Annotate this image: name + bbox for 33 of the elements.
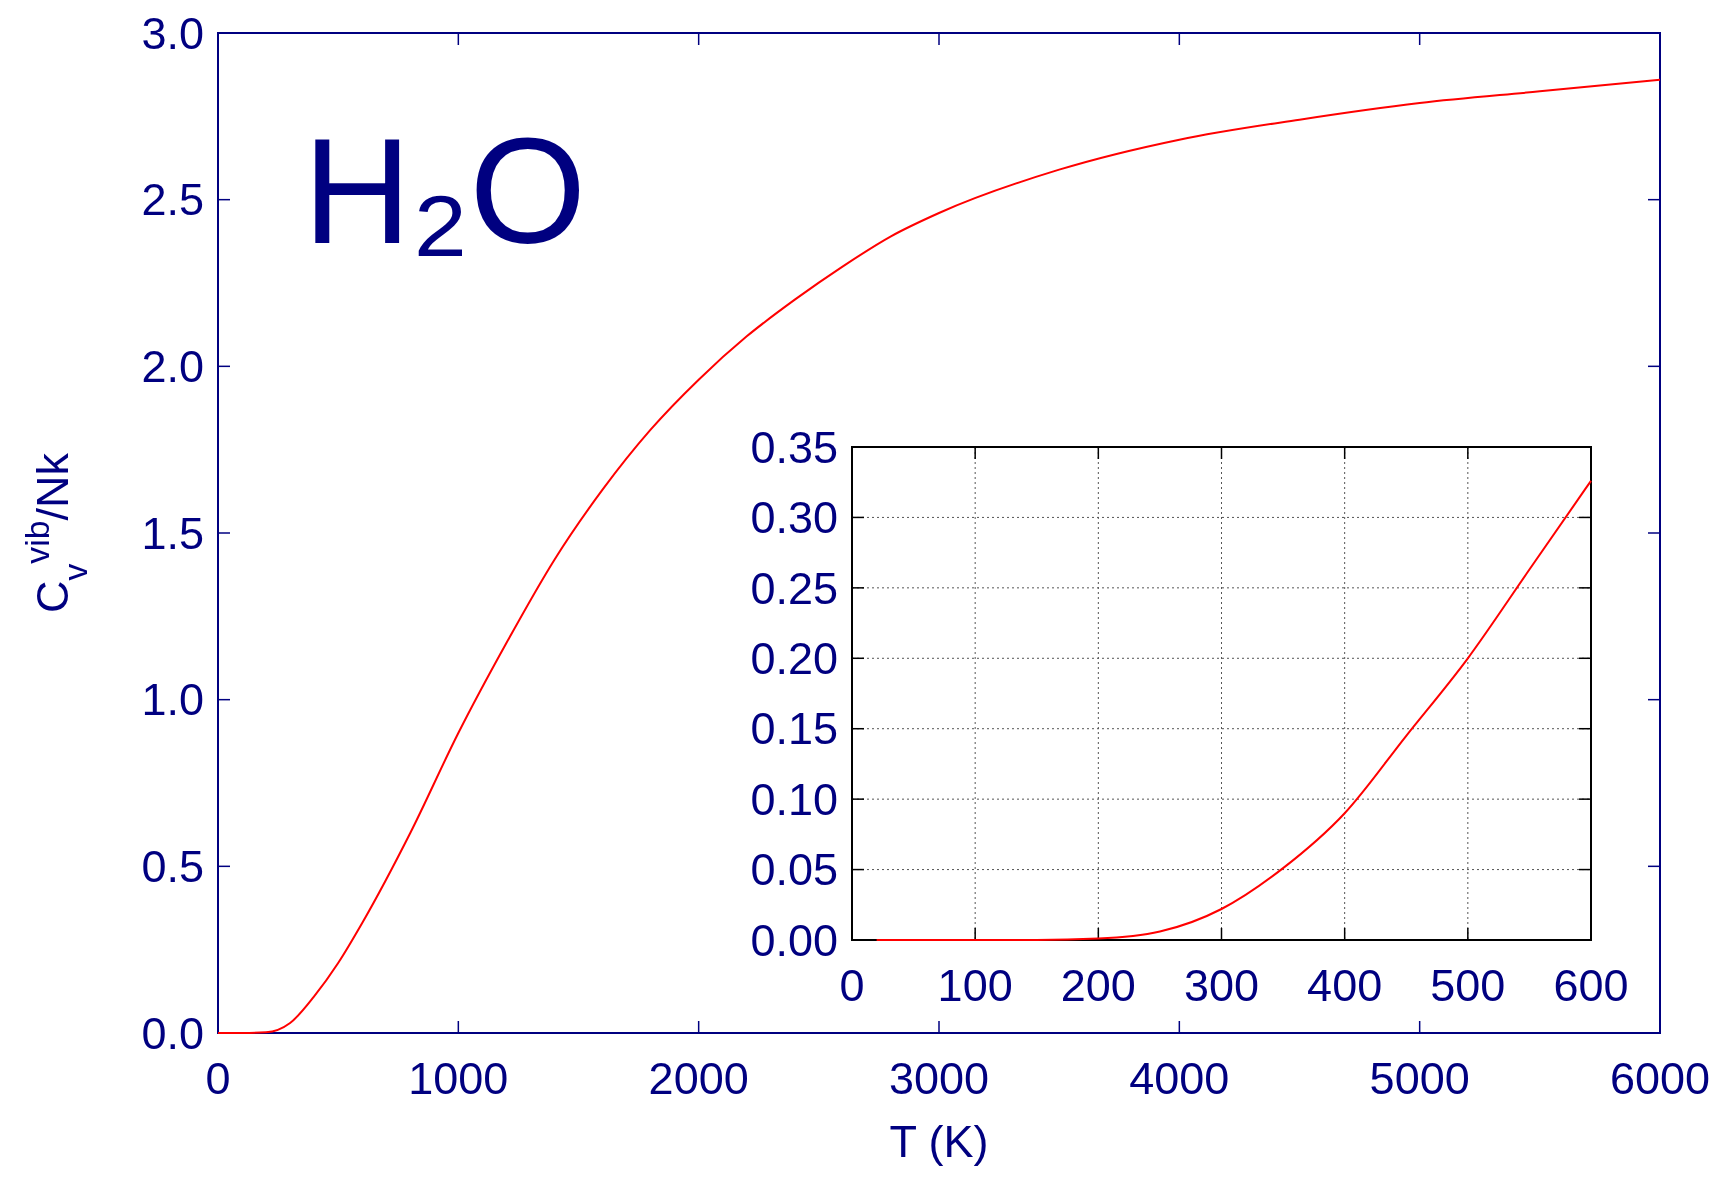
x-tick-label: 3000 xyxy=(888,1052,990,1104)
y-tick-label: 0.05 xyxy=(750,844,838,896)
y-tick-label: 2.5 xyxy=(141,174,204,226)
y-tick-label: 1.5 xyxy=(141,507,204,559)
y-tick-label: 0.10 xyxy=(750,773,838,825)
x-tick-label: 0 xyxy=(839,959,865,1011)
y-tick-label: 0.20 xyxy=(750,633,838,685)
x-tick-label: 500 xyxy=(1430,959,1506,1011)
y-tick-label: 0.35 xyxy=(750,421,838,473)
x-tick-label: 5000 xyxy=(1369,1052,1470,1104)
y-tick-label: 0.00 xyxy=(750,914,838,966)
x-tick-label: 2000 xyxy=(648,1052,749,1104)
y-tick-label: 0.0 xyxy=(141,1007,204,1059)
x-tick-label: 4000 xyxy=(1129,1052,1230,1104)
line-series xyxy=(875,479,1592,941)
x-tick-label: 6000 xyxy=(1609,1052,1711,1104)
x-axis-title: T (K) xyxy=(889,1115,989,1167)
y-tick-label: 0.30 xyxy=(750,492,838,544)
y-tick-label: 3.0 xyxy=(141,7,204,59)
y-tick-label: 0.15 xyxy=(750,703,838,755)
x-tick-label: 0 xyxy=(205,1052,231,1104)
y-tick-label: 2.0 xyxy=(141,341,204,393)
annotation: H₂O xyxy=(303,107,587,275)
y-tick-label: 1.0 xyxy=(141,674,204,726)
x-tick-label: 200 xyxy=(1060,959,1136,1011)
x-tick-label: 600 xyxy=(1553,959,1629,1011)
x-tick-label: 1000 xyxy=(408,1052,509,1104)
x-tick-label: 300 xyxy=(1183,959,1260,1011)
x-tick-label: 100 xyxy=(937,959,1013,1011)
y-tick-label: 0.25 xyxy=(750,562,838,614)
line-series xyxy=(217,78,1661,1034)
y-tick-label: 0.5 xyxy=(141,841,204,893)
x-tick-label: 400 xyxy=(1307,959,1383,1011)
